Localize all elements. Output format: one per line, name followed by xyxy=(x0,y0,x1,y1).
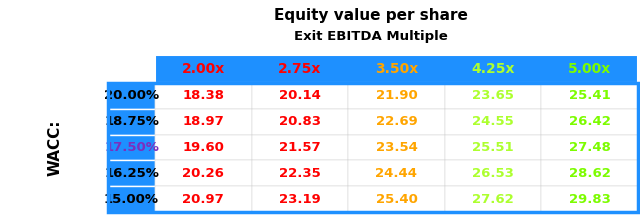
Text: 29.83: 29.83 xyxy=(569,193,611,206)
Bar xyxy=(252,83,348,109)
Bar xyxy=(108,186,155,212)
Bar xyxy=(252,109,348,135)
Bar xyxy=(348,83,445,109)
Bar xyxy=(155,186,252,212)
Bar xyxy=(108,83,638,212)
Text: 26.42: 26.42 xyxy=(569,115,611,128)
Bar xyxy=(108,160,155,186)
Text: 3.50x: 3.50x xyxy=(375,62,418,76)
Text: 23.54: 23.54 xyxy=(376,141,417,154)
Text: 27.48: 27.48 xyxy=(569,141,611,154)
Bar xyxy=(155,160,252,186)
Text: 22.35: 22.35 xyxy=(279,167,321,180)
Text: 15.00%: 15.00% xyxy=(104,193,159,206)
Bar xyxy=(155,55,638,83)
Text: 25.51: 25.51 xyxy=(472,141,514,154)
Bar xyxy=(541,109,638,135)
Text: 23.65: 23.65 xyxy=(472,89,514,102)
Text: 5.00x: 5.00x xyxy=(568,62,611,76)
Text: 28.62: 28.62 xyxy=(569,167,611,180)
Bar xyxy=(445,160,541,186)
Text: 20.14: 20.14 xyxy=(279,89,321,102)
Text: 4.25x: 4.25x xyxy=(471,62,515,76)
Text: 21.57: 21.57 xyxy=(279,141,321,154)
Bar xyxy=(541,83,638,109)
Text: 25.40: 25.40 xyxy=(376,193,417,206)
Text: 18.38: 18.38 xyxy=(182,89,224,102)
Text: 21.90: 21.90 xyxy=(376,89,417,102)
Bar xyxy=(541,186,638,212)
Text: 18.97: 18.97 xyxy=(182,115,224,128)
Bar xyxy=(348,160,445,186)
Bar xyxy=(541,135,638,160)
Text: 17.50%: 17.50% xyxy=(104,141,159,154)
Text: 26.53: 26.53 xyxy=(472,167,514,180)
Text: 23.19: 23.19 xyxy=(279,193,321,206)
Bar xyxy=(541,160,638,186)
Text: 20.97: 20.97 xyxy=(182,193,224,206)
Bar xyxy=(252,135,348,160)
Text: 27.62: 27.62 xyxy=(472,193,514,206)
Text: Exit EBITDA Multiple: Exit EBITDA Multiple xyxy=(294,30,448,43)
Text: 18.75%: 18.75% xyxy=(104,115,159,128)
Bar xyxy=(348,135,445,160)
Bar xyxy=(445,83,541,109)
Bar xyxy=(348,186,445,212)
Bar xyxy=(108,83,155,109)
Text: 25.41: 25.41 xyxy=(569,89,611,102)
Text: 20.83: 20.83 xyxy=(279,115,321,128)
Bar xyxy=(155,135,252,160)
Bar xyxy=(108,135,155,160)
Bar xyxy=(155,109,252,135)
Text: 20.26: 20.26 xyxy=(182,167,224,180)
Bar xyxy=(445,186,541,212)
Text: WACC:: WACC: xyxy=(47,119,63,176)
Bar xyxy=(445,135,541,160)
Text: 19.60: 19.60 xyxy=(182,141,224,154)
Text: 16.25%: 16.25% xyxy=(104,167,159,180)
Bar xyxy=(108,109,155,135)
Text: 2.75x: 2.75x xyxy=(278,62,321,76)
Bar xyxy=(445,109,541,135)
Text: 20.00%: 20.00% xyxy=(104,89,159,102)
Bar xyxy=(155,83,252,109)
Text: 22.69: 22.69 xyxy=(376,115,417,128)
Text: Equity value per share: Equity value per share xyxy=(275,8,468,23)
Bar xyxy=(348,109,445,135)
Text: 24.44: 24.44 xyxy=(376,167,417,180)
Bar xyxy=(252,186,348,212)
Bar xyxy=(252,160,348,186)
Text: 2.00x: 2.00x xyxy=(182,62,225,76)
Text: 24.55: 24.55 xyxy=(472,115,514,128)
